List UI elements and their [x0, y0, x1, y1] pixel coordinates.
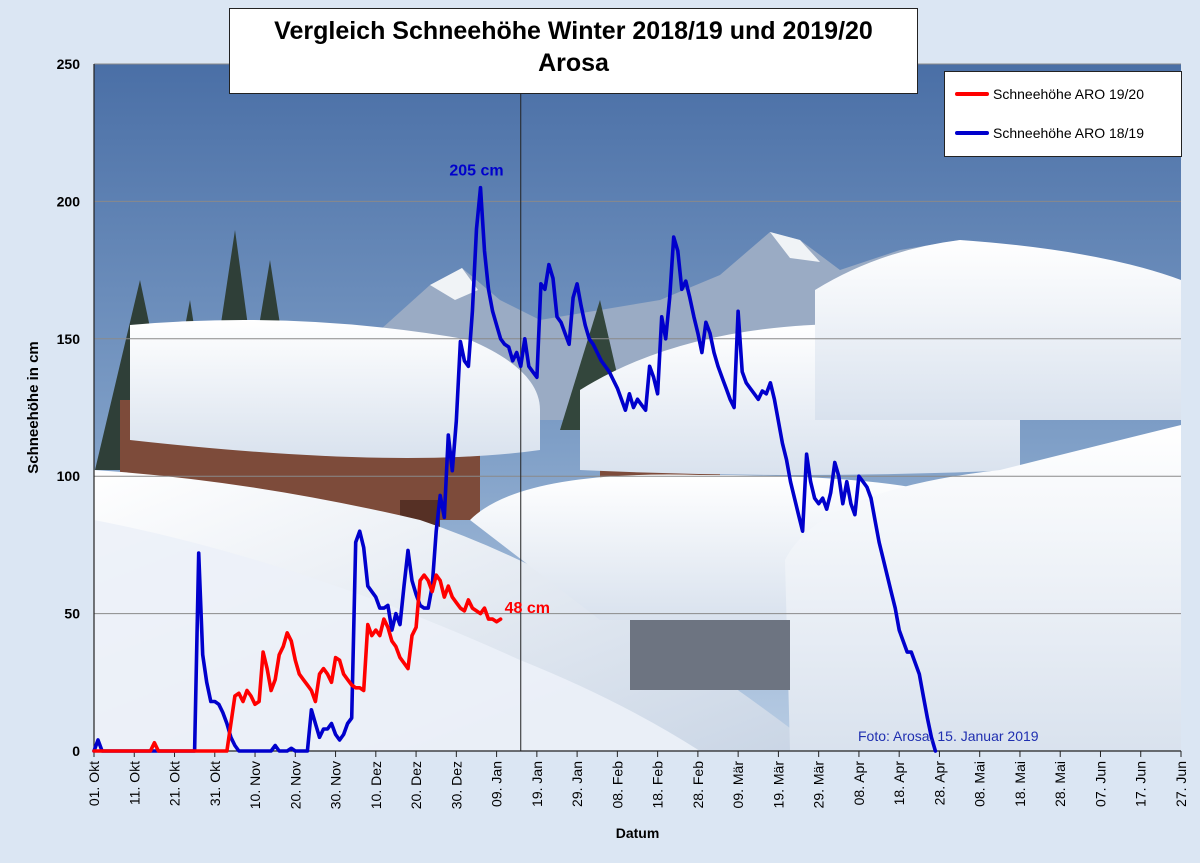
legend-swatch-red: [955, 92, 989, 96]
x-tick-label: 28. Mai: [1052, 761, 1068, 807]
x-tick-label: 11. Okt: [126, 761, 142, 805]
x-tick-label: 28. Apr: [931, 761, 947, 806]
series-layer: [92, 185, 938, 753]
x-tick-label: 18. Apr: [891, 761, 907, 806]
x-tick-label: 18. Mai: [1012, 761, 1028, 807]
y-tick-label: 100: [57, 468, 81, 484]
y-tick-label: 0: [72, 743, 80, 759]
x-tick-label: 28. Feb: [690, 761, 706, 809]
legend-label: Schneehöhe ARO 19/20: [993, 86, 1145, 102]
x-tick-label: 31. Okt: [207, 761, 223, 806]
x-tick-label: 08. Apr: [851, 761, 867, 806]
x-tick-label: 27. Jun: [1173, 761, 1189, 807]
legend-label: Schneehöhe ARO 18/19: [993, 125, 1145, 141]
x-tick-label: 19. Mär: [770, 761, 786, 809]
x-tick-label: 17. Jun: [1133, 761, 1149, 807]
legend-swatch-blue: [955, 131, 989, 135]
x-axis-title: Datum: [616, 825, 660, 841]
y-tick-label: 50: [64, 606, 80, 622]
chart-title-box: Vergleich Schneehöhe Winter 2018/19 und …: [229, 8, 918, 94]
y-tick-label: 200: [57, 193, 81, 209]
x-tick-label: 09. Mär: [730, 761, 746, 809]
background-photo: [94, 64, 1181, 751]
current-label-19-20: 48 cm: [505, 600, 550, 617]
x-tick-label: 29. Mär: [811, 761, 827, 809]
x-tick-label: 30. Dez: [448, 761, 464, 809]
legend-item-aro-19-20: Schneehöhe ARO 19/20: [955, 84, 1144, 104]
y-tick-label: 250: [57, 56, 81, 72]
photo-credit: Foto: Arosa, 15. Januar 2019: [858, 728, 1039, 744]
x-tick-label: 18. Feb: [650, 761, 666, 809]
x-tick-label: 08. Mai: [972, 761, 988, 807]
series-line-aro-19-20: [92, 573, 503, 753]
annotation-layer: 205 cm 48 cm Foto: Arosa, 15. Januar 2019: [449, 163, 1038, 744]
legend: Schneehöhe ARO 19/20 Schneehöhe ARO 18/1…: [944, 71, 1182, 157]
x-tick-label: 07. Jun: [1092, 761, 1108, 807]
x-tick-label: 09. Jan: [489, 761, 505, 807]
x-tick-label: 10. Nov: [247, 761, 263, 809]
x-tick-label: 10. Dez: [368, 761, 384, 809]
x-tick-label: 01. Okt: [86, 761, 102, 806]
x-tick-label: 21. Okt: [167, 761, 183, 806]
x-tick-label: 29. Jan: [569, 761, 585, 807]
peak-label-18-19: 205 cm: [449, 163, 503, 180]
series-line-aro-18-19: [92, 185, 938, 753]
x-tick-label: 30. Nov: [328, 761, 344, 809]
chart-subtitle: Arosa: [538, 49, 609, 77]
chart-title: Vergleich Schneehöhe Winter 2018/19 und …: [274, 17, 873, 45]
x-tick-label: 20. Dez: [408, 761, 424, 809]
x-tick-label: 08. Feb: [609, 761, 625, 809]
x-tick-label: 19. Jan: [529, 761, 545, 807]
x-tick-label: 20. Nov: [287, 761, 303, 809]
axes: 0 50 100 150 200 250 01. Okt 11. Okt 21. Okt 31. …: [25, 56, 1189, 841]
y-axis-title: Schneehöhe in cm: [25, 341, 42, 474]
legend-item-aro-18-19: Schneehöhe ARO 18/19: [955, 123, 1144, 143]
y-tick-label: 150: [57, 331, 81, 347]
